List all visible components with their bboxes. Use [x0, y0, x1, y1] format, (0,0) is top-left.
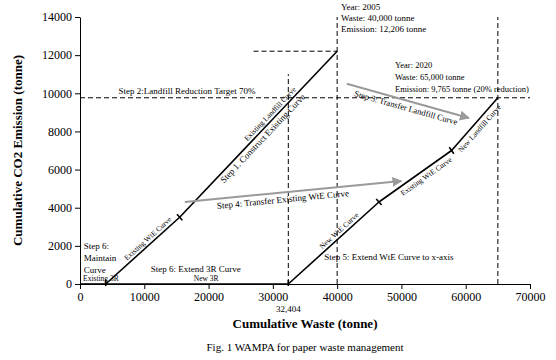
y-tick-label: 2000: [48, 239, 72, 253]
x-tick-mark: [466, 284, 467, 289]
annotation: Curve: [84, 265, 106, 275]
annotation: Year: 2005: [341, 2, 381, 12]
annotations: Year: 2005Waste: 40,000 tonneEmission: 1…: [84, 2, 529, 275]
annotation: Emission: 9,765 tonne (20% reduction): [395, 84, 529, 94]
reference-line: [497, 17, 498, 284]
x-tick-label: 10000: [130, 290, 160, 304]
x-marker-label: 32,404: [276, 304, 301, 314]
annotation: Maintain: [84, 253, 117, 263]
y-tick-mark: [75, 131, 80, 132]
x-tick-mark: [401, 284, 402, 289]
curve-label: New WtE Curve: [317, 210, 360, 251]
y-tick: 10000: [42, 87, 80, 101]
y-tick: 8000: [48, 125, 80, 139]
curve: [379, 151, 452, 202]
curve: [288, 202, 379, 284]
y-tick: 4000: [48, 201, 80, 215]
y-tick-mark: [75, 17, 80, 18]
annotation: Waste: 65,000 tonne: [395, 72, 465, 82]
curve: [452, 98, 498, 151]
x-tick: 40000: [323, 284, 353, 304]
y-tick-label: 8000: [48, 125, 72, 139]
x-tick-label: 30000: [258, 290, 288, 304]
x-tick-label: 0: [78, 290, 84, 304]
y-tick-label: 4000: [48, 201, 72, 215]
annotation: Step 4: Transfer Existing WtE Curve: [216, 188, 349, 211]
x-tick-label: 40000: [323, 290, 353, 304]
curve-label: Existing WtE Curve: [122, 214, 174, 262]
reference-line: [337, 17, 338, 284]
y-tick-label: 12000: [42, 48, 72, 62]
annotation: Step 5: Extend WtE Curve to x-axis: [324, 252, 454, 262]
x-axis: 0 10000 20000 30000 40000 50000 60000 70000: [78, 284, 546, 304]
x-tick: 50000: [387, 284, 417, 304]
annotation: Step 2:Landfill Reduction Target 70%: [119, 86, 257, 96]
junction-tick: [288, 280, 290, 286]
y-tick-label: 14000: [42, 10, 72, 24]
annotation: Step 1. Construct Existing Curve: [218, 92, 307, 185]
x-axis-line: [81, 284, 531, 285]
x-tick-label: 20000: [194, 290, 224, 304]
curve-label: Existing 3R: [83, 274, 119, 283]
y-tick-mark: [75, 284, 80, 285]
x-tick: 20000: [194, 284, 224, 304]
annotation: Emission: 12,206 tonne: [341, 24, 426, 34]
y-tick: 12000: [42, 48, 80, 62]
y-tick-label: 0: [66, 277, 72, 291]
x-tick-label: 60000: [451, 290, 481, 304]
y-tick-mark: [75, 170, 80, 171]
y-tick: 6000: [48, 163, 80, 177]
y-axis-title: Cumulative CO2 Emission (tonne): [10, 55, 25, 246]
x-tick: 0: [78, 284, 84, 304]
x-tick: 10000: [130, 284, 160, 304]
x-tick: 70000: [516, 284, 546, 304]
annotation: Step 3: Transfer Landfill Curve: [353, 88, 459, 127]
y-tick-mark: [75, 208, 80, 209]
y-axis-line: [80, 18, 81, 285]
x-tick: 60000: [451, 284, 481, 304]
y-tick-label: 10000: [42, 87, 72, 101]
y-tick-mark: [75, 246, 80, 247]
x-tick-label: 70000: [516, 290, 546, 304]
y-axis: 0 2000 4000 6000 8000 10000 12000 14000: [42, 10, 81, 291]
chart-root: 0 10000 20000 30000 40000 50000 60000 70000 0 200…: [0, 0, 556, 360]
x-tick-label: 50000: [387, 290, 417, 304]
annotation: Step 6: Extend 3R Curve: [151, 264, 241, 274]
labels: Existing 3RExisting WtE CurveExisting La…: [83, 84, 503, 283]
chart: 0 10000 20000 30000 40000 50000 60000 70000 0 200…: [0, 0, 556, 360]
y-tick-mark: [75, 93, 80, 94]
y-tick-label: 6000: [48, 163, 72, 177]
y-tick-mark: [75, 55, 80, 56]
annotation: Waste: 40,000 tonne: [341, 13, 415, 23]
annotation: Year: 2020: [395, 60, 432, 70]
curve-label: New 3R: [194, 274, 219, 283]
caption: Fig. 1 WAMPA for paper waste management: [206, 341, 403, 353]
junction-tick: [376, 199, 381, 205]
junction-tick: [449, 147, 454, 154]
x-axis-title: Cumulative Waste (tonne): [233, 316, 378, 331]
junction-tick: [177, 214, 182, 220]
plot-marks: [80, 17, 530, 286]
reference-line: [254, 51, 338, 52]
x-tick-mark: [337, 284, 338, 289]
annotation: Step 6:: [84, 241, 109, 251]
y-tick: 2000: [48, 239, 80, 253]
y-tick: 0: [66, 277, 80, 291]
curve: [80, 283, 106, 285]
x-tick-mark: [530, 284, 531, 289]
y-tick: 14000: [42, 10, 80, 24]
curve-label: Existing WtE Curve: [399, 155, 454, 198]
x-tick: 30000: [258, 284, 288, 304]
curve-label: New Landfill Curve: [456, 102, 503, 154]
curve: [106, 283, 289, 285]
